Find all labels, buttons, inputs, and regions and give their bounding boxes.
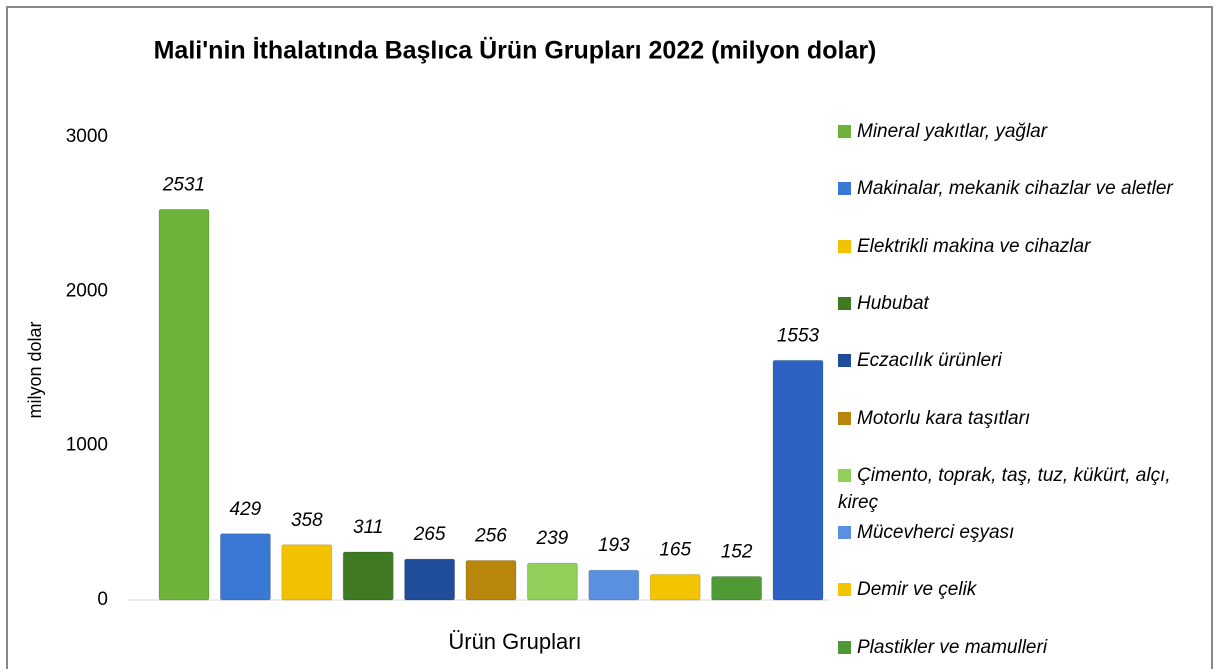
legend-label: Çimento, toprak, taş, tuz, kükürt, alçı,…: [838, 464, 1171, 513]
legend-swatch: [838, 182, 851, 196]
legend-swatch: [838, 468, 851, 482]
legend-label: Hububat: [857, 292, 929, 314]
bar: [772, 359, 824, 601]
bar: [526, 562, 578, 601]
y-tick-label: 2000: [66, 280, 108, 301]
bar: [711, 576, 763, 601]
frame: [6, 6, 1213, 669]
value-label: 265: [413, 524, 446, 545]
legend-swatch: [838, 583, 851, 597]
legend-item: Motorlu kara taşıtları: [838, 405, 1208, 432]
legend-label: Motorlu kara taşıtları: [857, 407, 1031, 429]
bar: [404, 558, 456, 601]
bar: [465, 559, 517, 601]
legend-swatch: [838, 526, 851, 540]
legend-item: Mücevherci eşyası: [838, 519, 1208, 546]
legend-swatch: [838, 125, 851, 138]
legend-swatch: [838, 354, 851, 368]
y-tick-label: 3000: [66, 126, 108, 147]
value-label: 429: [230, 499, 262, 520]
legend-swatch: [838, 640, 851, 654]
value-label: 256: [474, 526, 507, 547]
chart-title: Mali'nin İthalatında Başlıca Ürün Grupla…: [154, 36, 877, 65]
legend-swatch: [838, 239, 851, 253]
legend-item: Demir ve çelik: [838, 576, 1208, 603]
bar: [219, 533, 271, 601]
value-label: 2531: [162, 174, 205, 195]
legend-label: Plastikler ve mamulleri: [857, 636, 1048, 658]
legend-label: Mücevherci eşyası: [857, 522, 1015, 544]
legend-swatch: [838, 296, 851, 310]
legend-label: Elektrikli makina ve cihazlar: [857, 235, 1091, 257]
legend-swatch: [838, 411, 851, 425]
legend-item: Mineral yakıtlar, yağlar: [838, 118, 1208, 145]
y-tick-label: 1000: [66, 435, 108, 456]
value-label: 1553: [777, 325, 820, 346]
y-tick-label: 0: [97, 589, 108, 610]
y-axis-title: milyon dolar: [25, 321, 45, 418]
legend-item: Elektrikli makina ve cihazlar: [838, 233, 1208, 260]
x-axis-title: Ürün Grupları: [448, 629, 581, 654]
legend-label: Demir ve çelik: [857, 579, 977, 601]
value-label: 239: [536, 528, 569, 549]
legend-item: Plastikler ve mamulleri: [838, 634, 1208, 661]
legend-label: Makinalar, mekanik cihazlar ve aletler: [857, 178, 1173, 200]
value-label: 311: [353, 517, 383, 538]
value-label: 358: [291, 510, 323, 531]
legend-label: Mineral yakıtlar, yağlar: [857, 121, 1048, 142]
legend-item: Çimento, toprak, taş, tuz, kükürt, alçı,…: [838, 462, 1208, 516]
legend-label: Eczacılık ürünleri: [857, 350, 1002, 372]
bar: [281, 544, 333, 601]
bar: [158, 208, 210, 601]
bar: [588, 569, 640, 601]
legend-item: Makinalar, mekanik cihazlar ve aletler: [838, 175, 1208, 202]
legend-item: Eczacılık ürünleri: [838, 347, 1208, 374]
legend-item: Hububat: [838, 290, 1208, 317]
bar: [649, 574, 701, 601]
value-label: 193: [598, 535, 630, 556]
value-label: 165: [659, 540, 691, 561]
value-label: 152: [721, 542, 753, 563]
bar: [342, 551, 394, 601]
